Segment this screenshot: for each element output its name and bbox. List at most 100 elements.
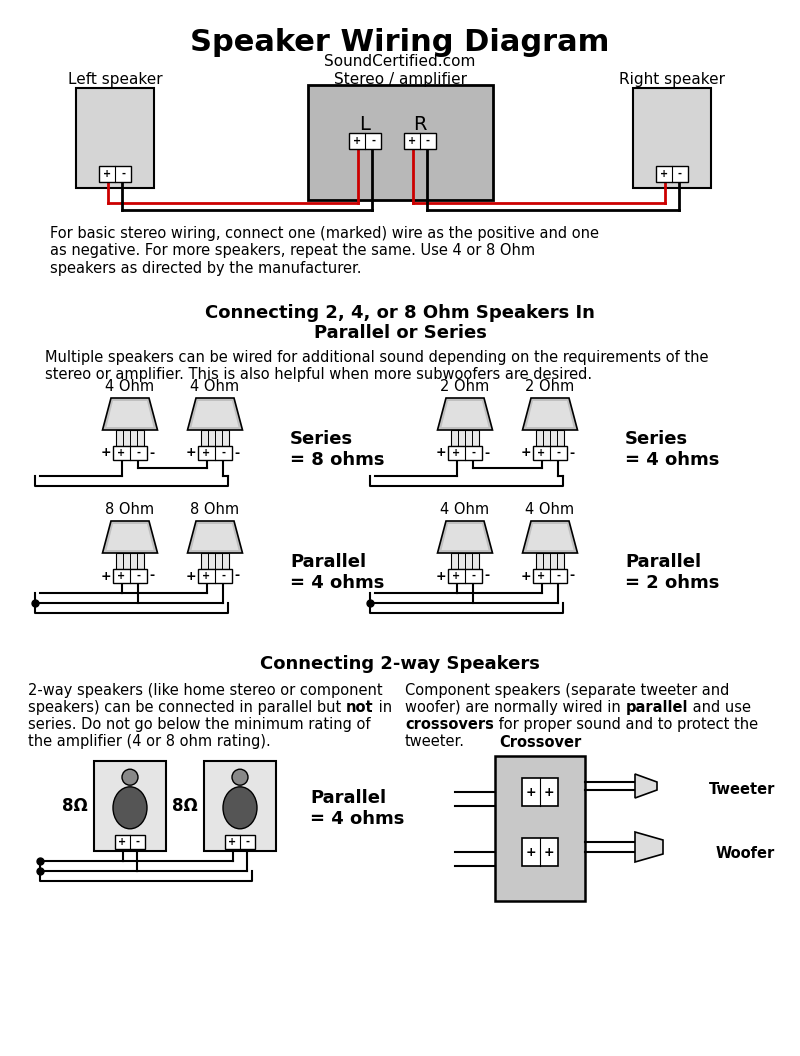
Text: For basic stereo wiring, connect one (marked) wire as the positive and one
as ne: For basic stereo wiring, connect one (ma… [50,226,599,276]
Bar [656,166,688,182]
Text: Stereo / amplifier: Stereo / amplifier [334,72,466,87]
Text: -: - [149,447,154,459]
Circle shape [232,769,248,786]
Text: 4 Ohm: 4 Ohm [106,379,154,394]
Text: +: + [526,846,536,859]
Bar [115,835,145,849]
Text: Tweeter: Tweeter [709,782,775,797]
Text: +: + [544,846,554,859]
Bar [349,133,381,149]
Text: -: - [234,447,239,459]
Polygon shape [438,521,493,553]
Bar [451,430,479,446]
Text: Component speakers (separate tweeter and: Component speakers (separate tweeter and [405,683,730,698]
Polygon shape [102,398,158,430]
Text: +: + [520,447,531,459]
Bar [495,756,585,901]
Bar [76,88,154,188]
Circle shape [122,769,138,786]
Text: parallel: parallel [626,700,688,715]
Text: SoundCertified.com: SoundCertified.com [324,54,476,69]
Bar [404,133,436,149]
Text: 8Ω: 8Ω [62,797,88,815]
Text: +: + [186,569,196,583]
Polygon shape [526,401,574,427]
Text: for proper sound and to protect the: for proper sound and to protect the [494,717,758,732]
Text: Woofer: Woofer [716,846,775,861]
Text: -: - [484,447,489,459]
Text: 2 Ohm: 2 Ohm [526,379,574,394]
Bar [94,761,166,851]
Text: -: - [222,571,226,581]
Text: +: + [538,571,546,581]
Polygon shape [442,524,489,550]
Text: -: - [135,837,139,847]
Bar [113,569,147,583]
Ellipse shape [113,787,147,829]
Text: 4 Ohm: 4 Ohm [441,502,490,517]
Text: 2-way speakers (like home stereo or component: 2-way speakers (like home stereo or comp… [28,683,382,698]
Text: -: - [137,448,141,458]
Polygon shape [187,521,242,553]
Text: +: + [637,776,645,786]
Text: woofer) are normally wired in: woofer) are normally wired in [405,700,626,715]
Text: not: not [346,700,374,715]
Bar [522,778,558,806]
Bar [201,553,229,569]
Polygon shape [438,398,493,430]
Text: +: + [435,447,446,459]
Text: Connecting 2, 4, or 8 Ohm Speakers In: Connecting 2, 4, or 8 Ohm Speakers In [205,304,595,322]
Text: 8 Ohm: 8 Ohm [190,502,239,517]
Polygon shape [522,398,578,430]
Bar [116,430,144,446]
Polygon shape [442,401,489,427]
Text: -: - [471,571,475,581]
Bar [99,166,131,182]
Text: +: + [202,448,210,458]
Polygon shape [191,401,238,427]
Text: +: + [202,571,210,581]
Text: speakers) can be connected in parallel but: speakers) can be connected in parallel b… [28,700,346,715]
Bar [225,835,255,849]
Bar [536,553,564,569]
Bar [198,446,232,460]
Text: L: L [359,115,370,134]
Ellipse shape [223,787,257,829]
Bar [116,553,144,569]
Polygon shape [635,832,663,862]
Text: +: + [453,571,461,581]
Text: -: - [149,569,154,583]
Text: -: - [246,837,250,847]
Text: Parallel or Series: Parallel or Series [314,324,486,342]
Bar [307,84,493,200]
Text: +: + [118,837,126,847]
Bar [522,838,558,866]
Text: +: + [186,447,196,459]
Text: +: + [100,447,111,459]
Text: -: - [569,447,574,459]
Text: +: + [637,838,645,848]
Bar [198,569,232,583]
Text: +: + [353,136,361,146]
Text: tweeter.: tweeter. [405,734,465,749]
Text: Left speaker: Left speaker [68,72,162,87]
Bar [201,430,229,446]
Bar [533,569,567,583]
Text: +: + [538,448,546,458]
Text: Series
= 4 ohms: Series = 4 ohms [625,430,719,469]
Text: -: - [371,136,375,146]
Text: Speaker Wiring Diagram: Speaker Wiring Diagram [190,29,610,57]
Polygon shape [191,524,238,550]
Polygon shape [522,521,578,553]
Text: -: - [426,136,430,146]
Text: Parallel
= 2 ohms: Parallel = 2 ohms [625,553,719,591]
Bar [451,553,479,569]
Text: Connecting 2-way Speakers: Connecting 2-way Speakers [260,655,540,673]
Text: -: - [234,569,239,583]
Text: -: - [471,448,475,458]
Text: and use: and use [688,700,751,715]
Bar [633,88,711,188]
Bar [536,430,564,446]
Text: -: - [222,448,226,458]
Text: +: + [544,786,554,798]
